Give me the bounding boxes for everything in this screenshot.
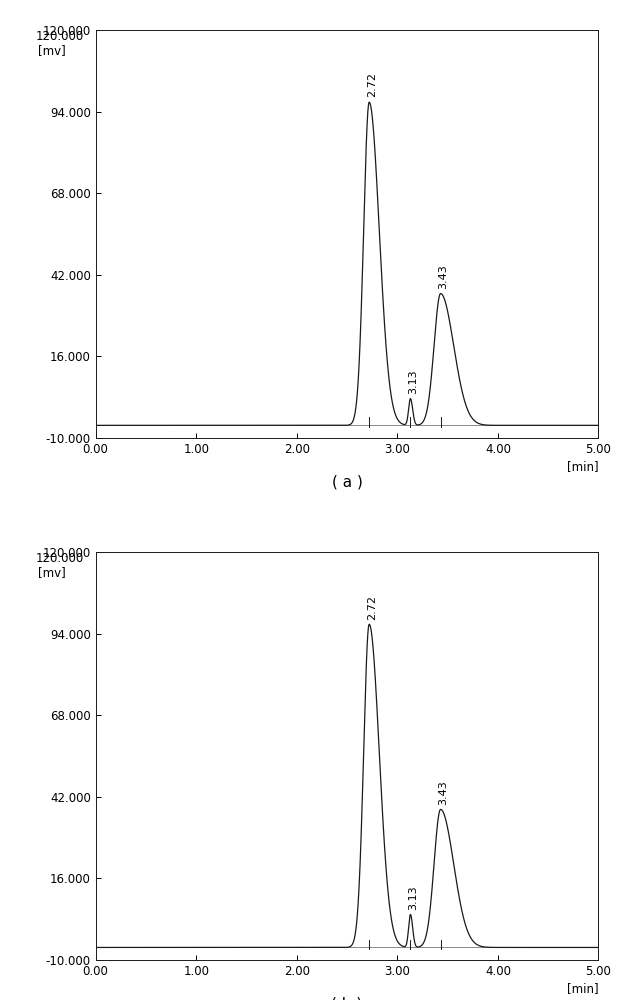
Text: 3.13: 3.13: [408, 885, 418, 910]
Text: 120.000: 120.000: [35, 30, 83, 43]
Text: ( b ): ( b ): [331, 997, 363, 1000]
Text: 3.13: 3.13: [408, 369, 418, 394]
Text: 2.72: 2.72: [366, 72, 377, 97]
Text: 3.43: 3.43: [438, 264, 448, 289]
Text: [min]: [min]: [567, 460, 598, 473]
Text: 2.72: 2.72: [366, 595, 377, 620]
Text: [min]: [min]: [567, 982, 598, 995]
Text: 3.43: 3.43: [438, 780, 448, 805]
Text: [mv]: [mv]: [38, 566, 65, 579]
Text: ( a ): ( a ): [331, 475, 363, 490]
Text: 120.000: 120.000: [35, 552, 83, 565]
Text: [mv]: [mv]: [38, 44, 65, 57]
